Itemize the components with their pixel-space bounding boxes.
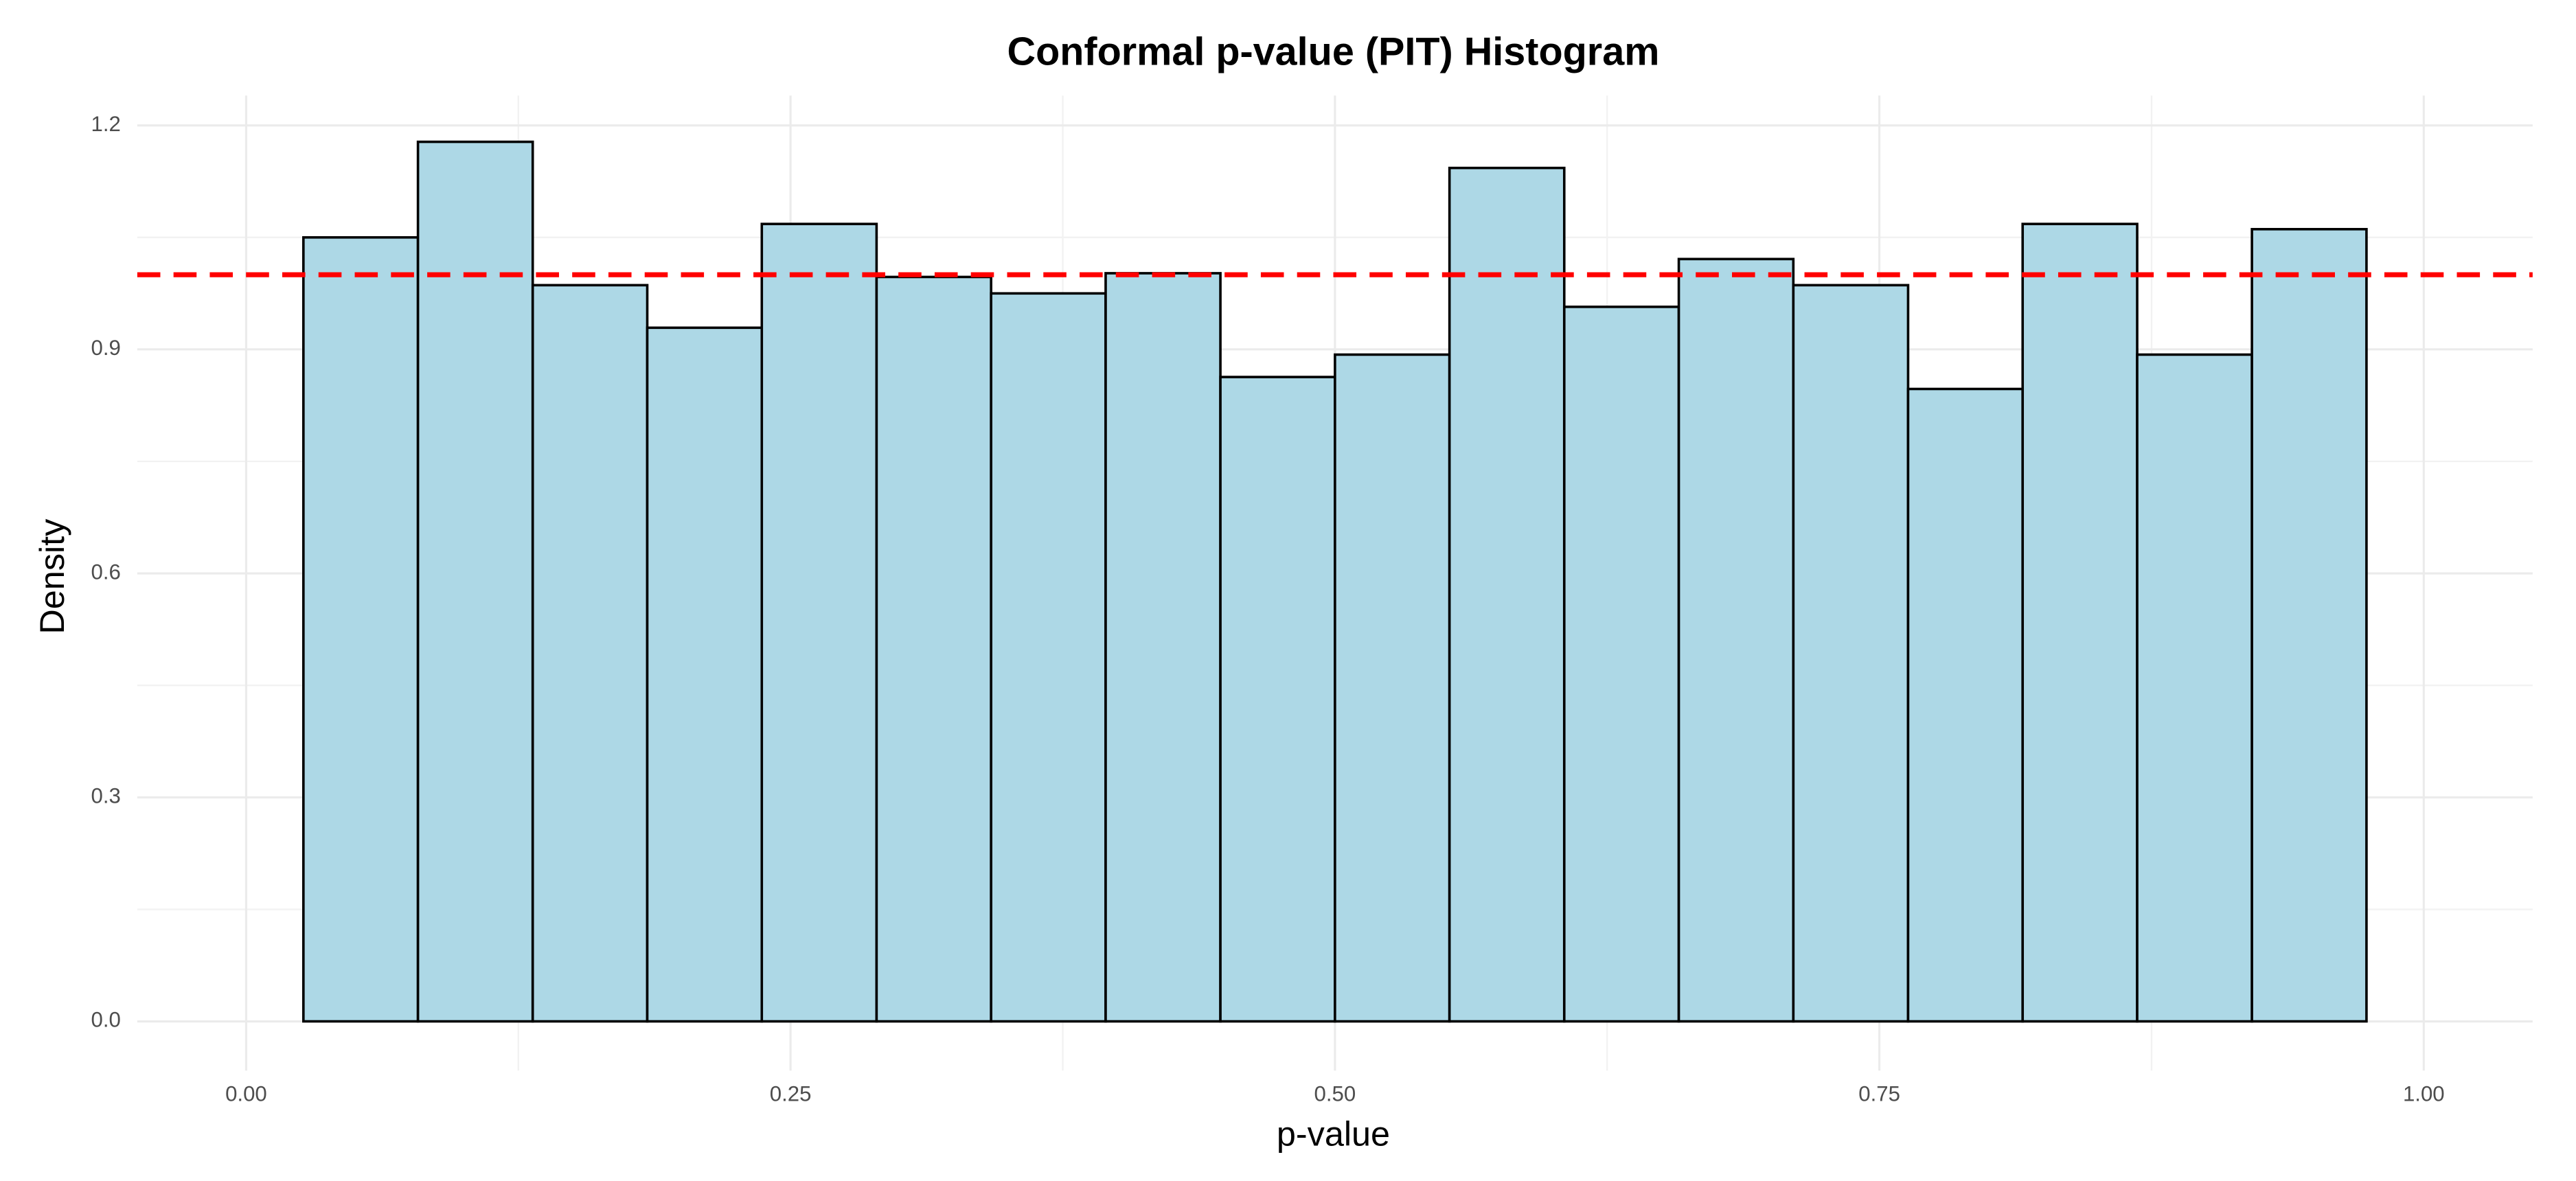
bar	[2021, 222, 2139, 1023]
bar	[1906, 387, 2025, 1023]
x-tick-label: 1.00	[2403, 1081, 2445, 1105]
bar	[646, 326, 764, 1023]
bar	[2250, 227, 2368, 1023]
bar	[1104, 272, 1222, 1023]
x-axis-label: p-value	[1277, 1114, 1390, 1154]
x-tick-label: 0.75	[1858, 1081, 1900, 1105]
y-tick-label: 0.3	[91, 784, 121, 808]
y-tick-label: 0.0	[91, 1008, 121, 1032]
bar	[531, 284, 649, 1023]
x-tick-label: 0.50	[1314, 1081, 1356, 1105]
chart-title: Conformal p-value (PIT) Histogram	[1007, 30, 1660, 73]
bar	[1792, 284, 1910, 1023]
bar	[1562, 306, 1680, 1023]
x-tick-label: 0.25	[770, 1081, 812, 1105]
bar	[1677, 257, 1795, 1023]
bar	[1219, 376, 1336, 1023]
y-tick-label: 1.2	[91, 112, 121, 136]
y-tick-label: 0.9	[91, 336, 121, 360]
y-axis-label: Density	[32, 518, 71, 634]
bar	[875, 275, 992, 1023]
bar	[1448, 166, 1566, 1023]
bar	[2136, 353, 2253, 1023]
bar	[1334, 353, 1451, 1023]
x-tick-label: 0.00	[225, 1081, 267, 1105]
bar	[760, 222, 878, 1023]
y-tick-label: 0.6	[91, 560, 121, 584]
bar	[302, 236, 420, 1023]
bar	[990, 292, 1107, 1023]
